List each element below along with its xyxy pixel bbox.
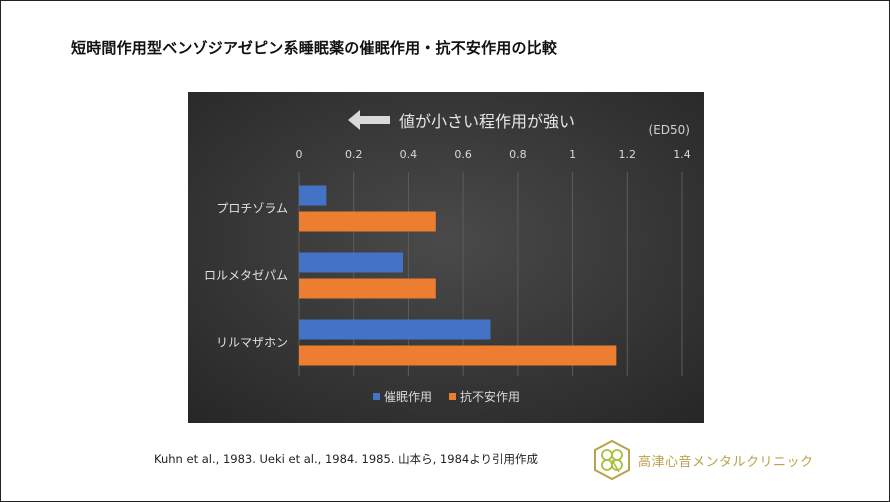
clinic-name: 高津心音メンタルクリニック bbox=[638, 455, 814, 470]
clinic-logo bbox=[592, 439, 632, 481]
bar-hypnotic bbox=[299, 185, 327, 206]
chart-background bbox=[188, 92, 704, 423]
category-label: リルマザホン bbox=[216, 336, 288, 350]
x-tick-label: 1.4 bbox=[673, 148, 691, 161]
bar-anxiolytic bbox=[299, 345, 617, 366]
category-label: ロルメタゼパム bbox=[204, 269, 288, 283]
legend-label-anxiolytic: 抗不安作用 bbox=[460, 389, 520, 404]
x-tick-label: 0 bbox=[296, 148, 303, 161]
chart-svg: 0 0.2 0.4 0.6 0.8 1 1.2 1.4 プロチゾラムロルメタゼパムリルマザホン… bbox=[188, 92, 704, 423]
x-tick-label: 1 bbox=[569, 148, 576, 161]
bars-layer bbox=[299, 185, 617, 366]
category-label: プロチゾラム bbox=[216, 202, 288, 216]
legend-swatch-anxiolytic bbox=[449, 393, 456, 400]
legend-swatch-hypnotic bbox=[373, 393, 380, 400]
legend: 催眠作用 抗不安作用 bbox=[373, 389, 520, 404]
bar-hypnotic bbox=[299, 319, 491, 340]
slide-title: 短時間作用型ベンゾジアゼピン系睡眠薬の催眠作用・抗不安作用の比較 bbox=[71, 39, 558, 57]
x-tick-labels: 0 0.2 0.4 0.6 0.8 1 1.2 1.4 bbox=[296, 148, 691, 161]
citation: Kuhn et al., 1983. Ueki et al., 1984. 19… bbox=[154, 452, 538, 466]
left-arrow-icon bbox=[348, 110, 390, 130]
bar-anxiolytic bbox=[299, 211, 436, 232]
x-tick-label: 0.2 bbox=[345, 148, 363, 161]
chart: 0 0.2 0.4 0.6 0.8 1 1.2 1.4 プロチゾラムロルメタゼパムリルマザホン… bbox=[188, 92, 704, 423]
x-tick-label: 1.2 bbox=[619, 148, 637, 161]
legend-label-hypnotic: 催眠作用 bbox=[384, 390, 432, 404]
grid-layer bbox=[298, 172, 683, 376]
x-tick-label: 0.6 bbox=[454, 148, 472, 161]
chart-annotation: 値が小さい程作用が強い bbox=[399, 112, 575, 131]
unit-label: (ED50) bbox=[649, 123, 690, 137]
bar-hypnotic bbox=[299, 252, 403, 273]
x-tick-label: 0.8 bbox=[509, 148, 527, 161]
x-tick-label: 0.4 bbox=[400, 148, 418, 161]
clover-hexagon-icon bbox=[594, 439, 630, 481]
bar-anxiolytic bbox=[299, 278, 436, 299]
